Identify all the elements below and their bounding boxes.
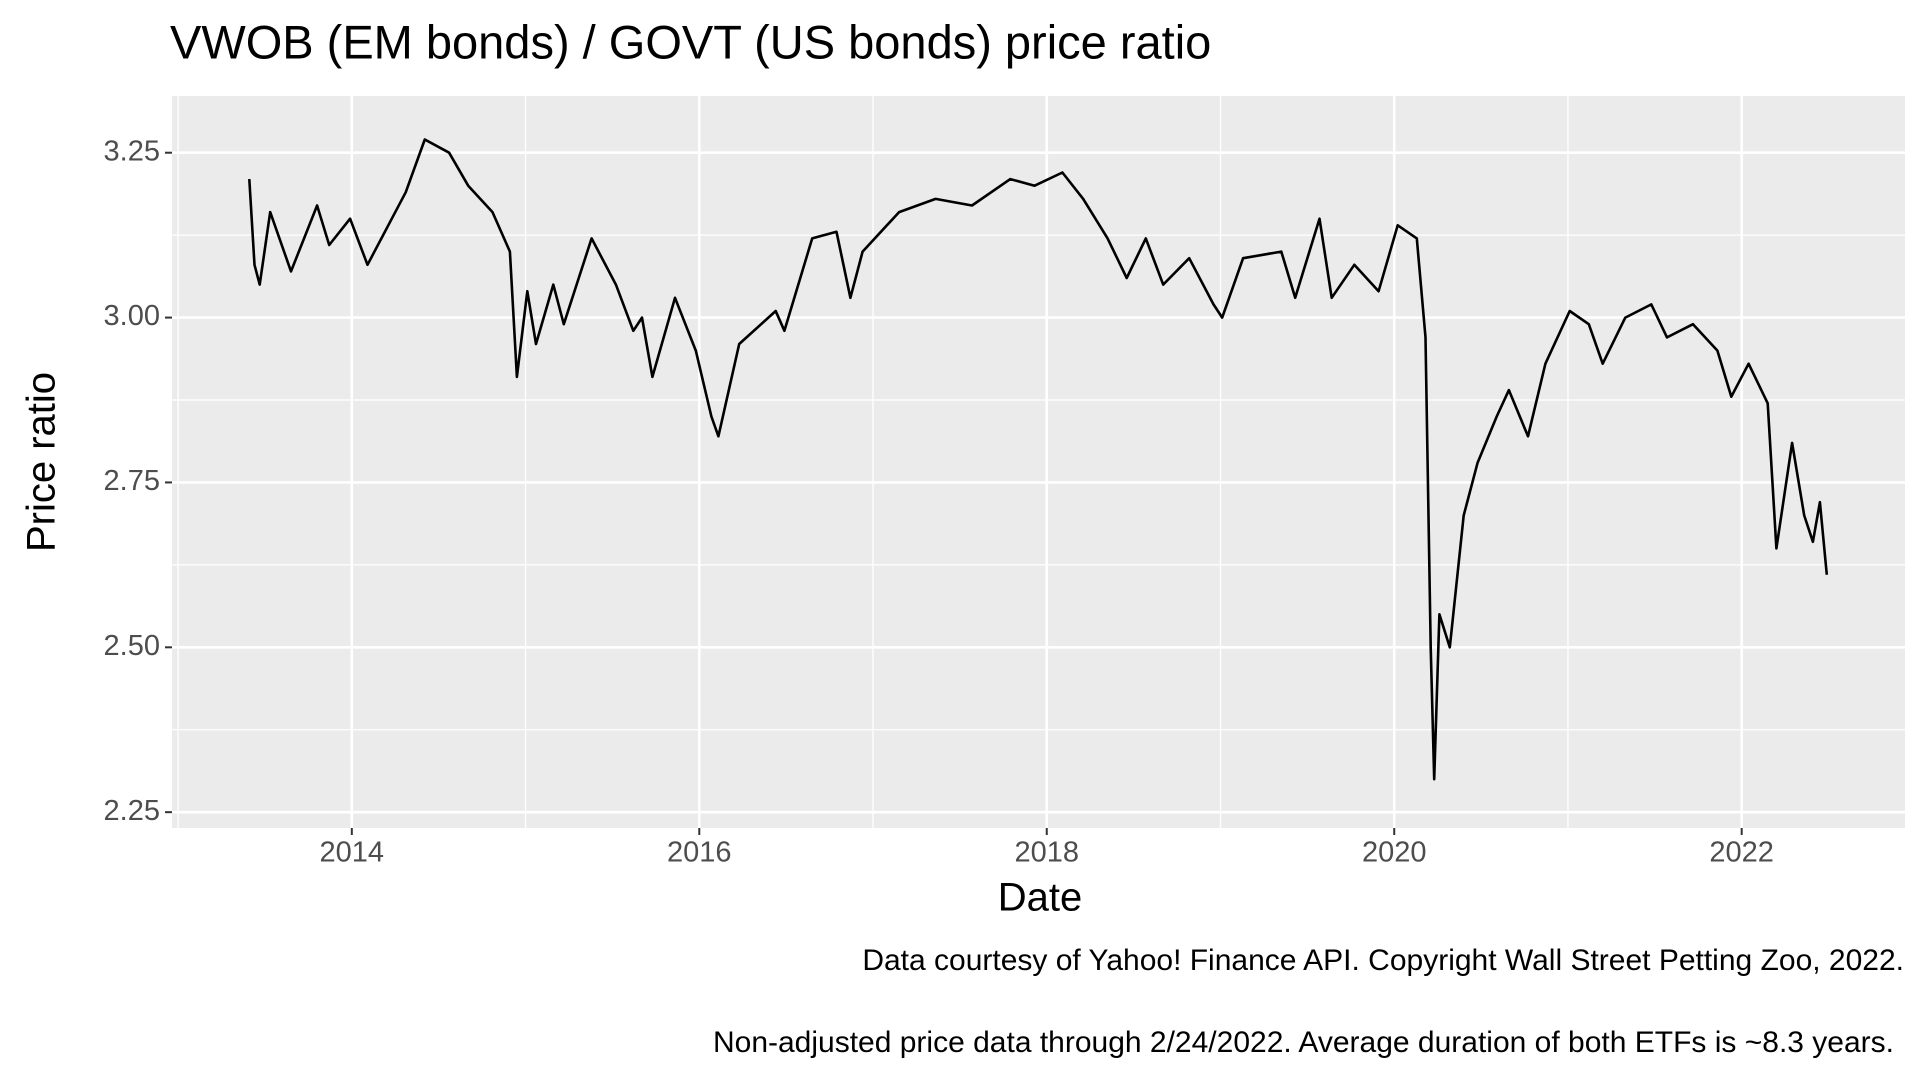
- x-tick-label: 2014: [320, 837, 385, 869]
- chart-title: VWOB (EM bonds) / GOVT (US bonds) price …: [170, 15, 1211, 68]
- y-tick-label: 3.25: [104, 135, 160, 167]
- x-tick-label: 2018: [1014, 837, 1079, 869]
- x-tick-label: 2022: [1709, 837, 1774, 869]
- line-series: [248, 138, 1829, 781]
- x-axis-label: Date: [998, 876, 1083, 920]
- caption: Data courtesy of Yahoo! Finance API. Cop…: [862, 944, 1904, 977]
- y-tick-label: 2.50: [104, 630, 160, 662]
- y-tick-label: 3.00: [104, 300, 160, 332]
- y-tick-label: 2.25: [104, 795, 160, 827]
- caption: Non-adjusted price data through 2/24/202…: [713, 1026, 1894, 1059]
- y-axis-label: Price ratio: [20, 372, 64, 552]
- plot-panel: [172, 96, 1905, 828]
- y-tick-label: 2.75: [104, 465, 160, 497]
- x-tick-label: 2016: [667, 837, 732, 869]
- x-tick-label: 2020: [1362, 837, 1427, 869]
